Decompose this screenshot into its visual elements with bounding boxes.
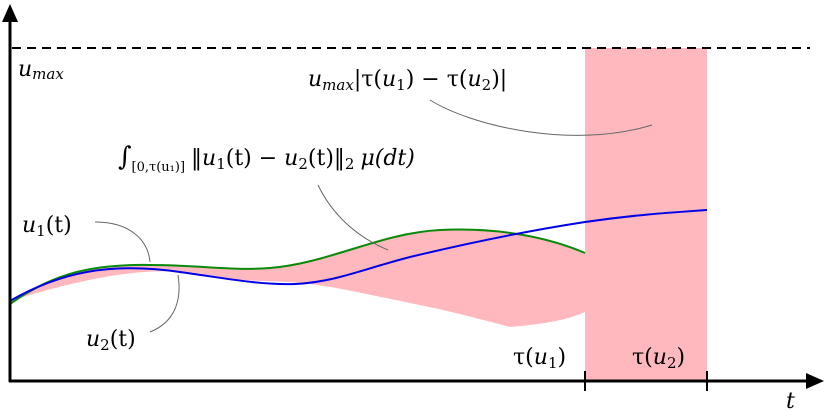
tau-u2-label: τ(u2) xyxy=(632,345,685,372)
u2-curve xyxy=(9,209,708,302)
time-gap-leader-line xyxy=(429,99,653,136)
x-axis-arrowhead xyxy=(806,373,824,389)
u2-label: u2(t) xyxy=(86,327,136,354)
tau-u1-label: τ(u1) xyxy=(513,345,566,372)
y-axis-arrowhead xyxy=(2,4,18,22)
shaded-area-between-curves xyxy=(10,229,585,327)
u2-leader-line xyxy=(149,274,180,333)
u-max-label: umax xyxy=(18,57,64,83)
u1-label: u1(t) xyxy=(22,213,72,240)
u1-leader-line xyxy=(94,221,151,263)
integral-term-label: ∫[0,τ(u₁)] ‖u1(t) − u2(t)‖2 μ(dt) xyxy=(118,142,415,175)
u1-curve xyxy=(9,228,586,305)
t-axis-label: t xyxy=(786,389,795,412)
integral-leader-line xyxy=(317,184,389,251)
time-gap-term-label: umax|τ(u1) − τ(u2)| xyxy=(308,67,507,94)
